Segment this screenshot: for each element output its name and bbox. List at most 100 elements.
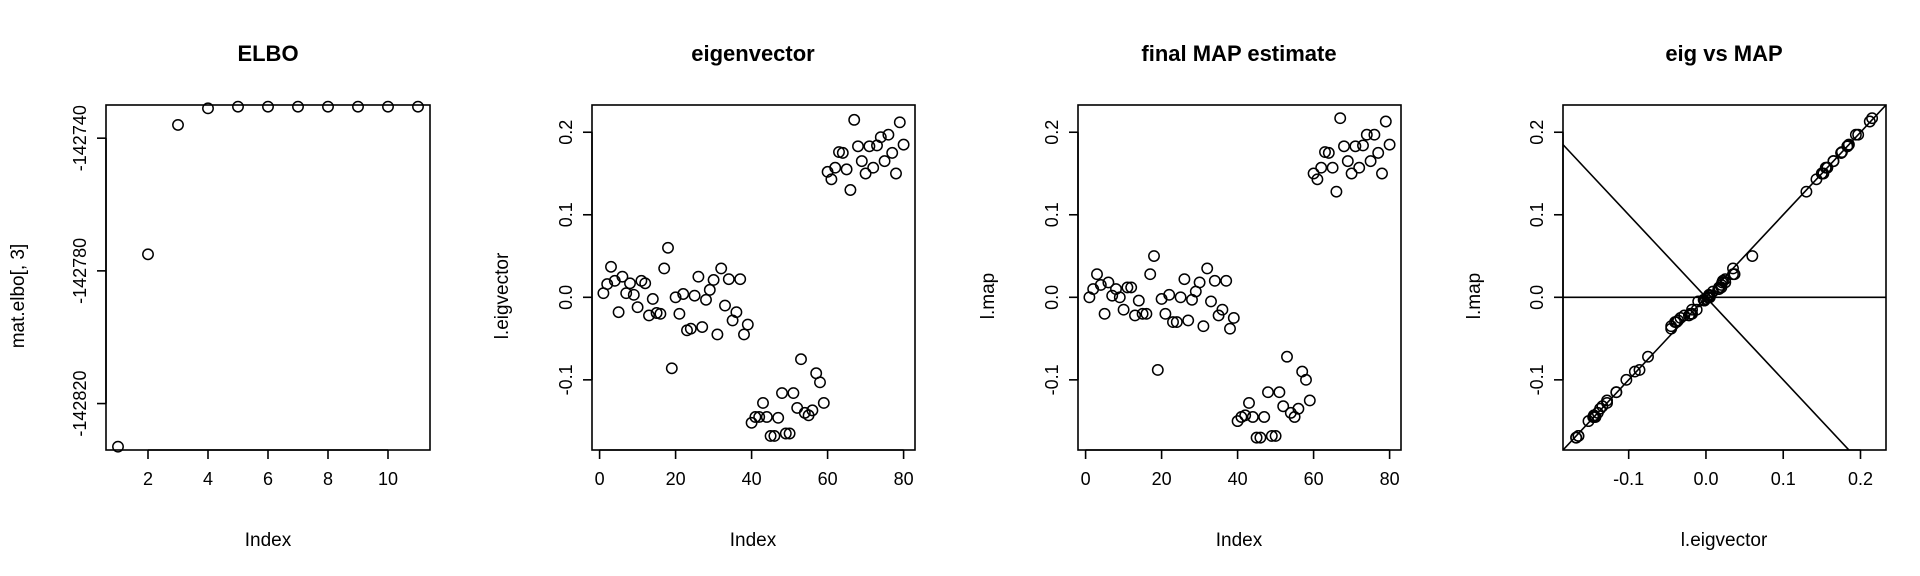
data-point	[1269, 430, 1282, 442]
data-point	[1167, 316, 1179, 329]
data-point	[1368, 128, 1381, 141]
x-tick-label: 40	[742, 469, 762, 489]
data-point	[825, 173, 838, 186]
data-point	[1216, 303, 1229, 316]
data-point	[1379, 115, 1392, 128]
data-point	[1311, 173, 1324, 186]
data-point	[836, 146, 849, 159]
y-tick-label: -0.1	[1042, 364, 1062, 395]
data-point	[1746, 250, 1759, 262]
data-point	[890, 167, 902, 180]
data-point	[1364, 155, 1377, 168]
data-point	[1842, 138, 1855, 151]
data-point	[696, 321, 709, 333]
data-point	[814, 376, 826, 389]
data-point	[684, 322, 697, 335]
data-point	[605, 260, 617, 273]
panel-eigenvector: eigenvector Index l.eigvector 0 20 40 60 80 -…	[492, 41, 916, 551]
x-tick-label: 0.0	[1693, 469, 1718, 489]
data-point	[1170, 316, 1183, 329]
data-point	[1208, 274, 1221, 287]
data-point	[1102, 276, 1115, 289]
data-point	[1250, 431, 1263, 444]
x-tick-label: 0	[595, 469, 605, 489]
data-point	[1665, 322, 1678, 335]
x-tick-label: 60	[818, 469, 838, 489]
panel-final-map-estimate: final MAP estimate Index l.map 0 20 40 60 80…	[978, 41, 1402, 551]
data-point	[631, 301, 644, 314]
data-point	[703, 283, 716, 296]
data-point	[1174, 291, 1187, 304]
x-tick-label: 2	[143, 469, 153, 489]
data-point	[1132, 294, 1145, 307]
data-point	[893, 116, 906, 129]
data-point	[1300, 373, 1312, 386]
data-point	[232, 100, 244, 113]
panel-elbo: ELBO Index mat.elbo[, 3] 2 4 6 8 10 -142820 -1…	[8, 41, 431, 551]
data-point	[715, 262, 728, 275]
x-tick-label: 0.2	[1848, 469, 1873, 489]
data-point	[1193, 276, 1206, 289]
x-tick-label: 80	[1380, 469, 1400, 489]
data-point	[1243, 397, 1255, 409]
data-point	[1163, 288, 1176, 301]
data-point	[658, 262, 671, 275]
x-tick-label: 0.1	[1771, 469, 1796, 489]
data-point	[1227, 311, 1240, 324]
data-point	[1292, 402, 1305, 415]
data-point	[840, 163, 853, 176]
data-point	[1136, 307, 1149, 320]
panel-title: eigenvector	[691, 41, 815, 66]
y-axis-title: l.map	[1464, 273, 1485, 319]
data-point	[1303, 394, 1316, 407]
x-axis-title: Index	[245, 530, 292, 551]
y-tick-label: 0.1	[1042, 202, 1062, 227]
data-point	[1706, 285, 1719, 298]
data-point	[1692, 295, 1705, 308]
data-point	[722, 273, 735, 286]
data-point	[897, 138, 910, 151]
x-tick-label: 4	[203, 469, 213, 489]
data-point	[1246, 411, 1259, 423]
plot-frame	[591, 104, 916, 451]
data-point	[1265, 430, 1278, 442]
panel-title: ELBO	[237, 41, 298, 66]
y-tick-label: 0.0	[1042, 285, 1062, 310]
data-point	[662, 241, 674, 254]
y-tick-label: -142740	[70, 105, 90, 171]
data-point	[1674, 311, 1687, 324]
data-point	[1148, 250, 1160, 262]
panel-eig-vs-map: eig vs MAP l.eigvector l.map -0.1 0.0 0.1 0…	[1464, 41, 1887, 551]
data-point	[1349, 140, 1362, 153]
data-point	[1178, 273, 1191, 286]
data-point	[768, 430, 781, 442]
x-tick-label: 0	[1081, 469, 1091, 489]
data-point	[852, 140, 864, 153]
data-point	[878, 155, 891, 168]
data-point	[1357, 139, 1369, 152]
data-point	[1091, 268, 1103, 281]
y-tick-label: -142820	[70, 371, 90, 437]
data-point	[1334, 112, 1347, 125]
data-point	[1827, 155, 1840, 168]
data-point	[749, 411, 762, 423]
data-point	[262, 100, 274, 113]
y-tick-label: 0.2	[1042, 120, 1062, 145]
data-point	[646, 293, 659, 305]
data-point	[1326, 161, 1339, 174]
data-point	[1220, 274, 1233, 287]
data-point	[1345, 167, 1358, 180]
data-point	[1239, 409, 1252, 422]
data-point	[1117, 303, 1130, 316]
data-point	[1113, 291, 1126, 304]
data-point	[829, 161, 842, 174]
data-point	[612, 306, 625, 319]
data-point	[1258, 411, 1271, 423]
data-point	[692, 270, 705, 283]
data-point	[1863, 115, 1876, 128]
data-point	[1254, 431, 1267, 444]
x-tick-label: 80	[894, 469, 914, 489]
data-point	[1125, 281, 1138, 294]
data-point	[1094, 278, 1107, 291]
data-point	[677, 288, 690, 300]
